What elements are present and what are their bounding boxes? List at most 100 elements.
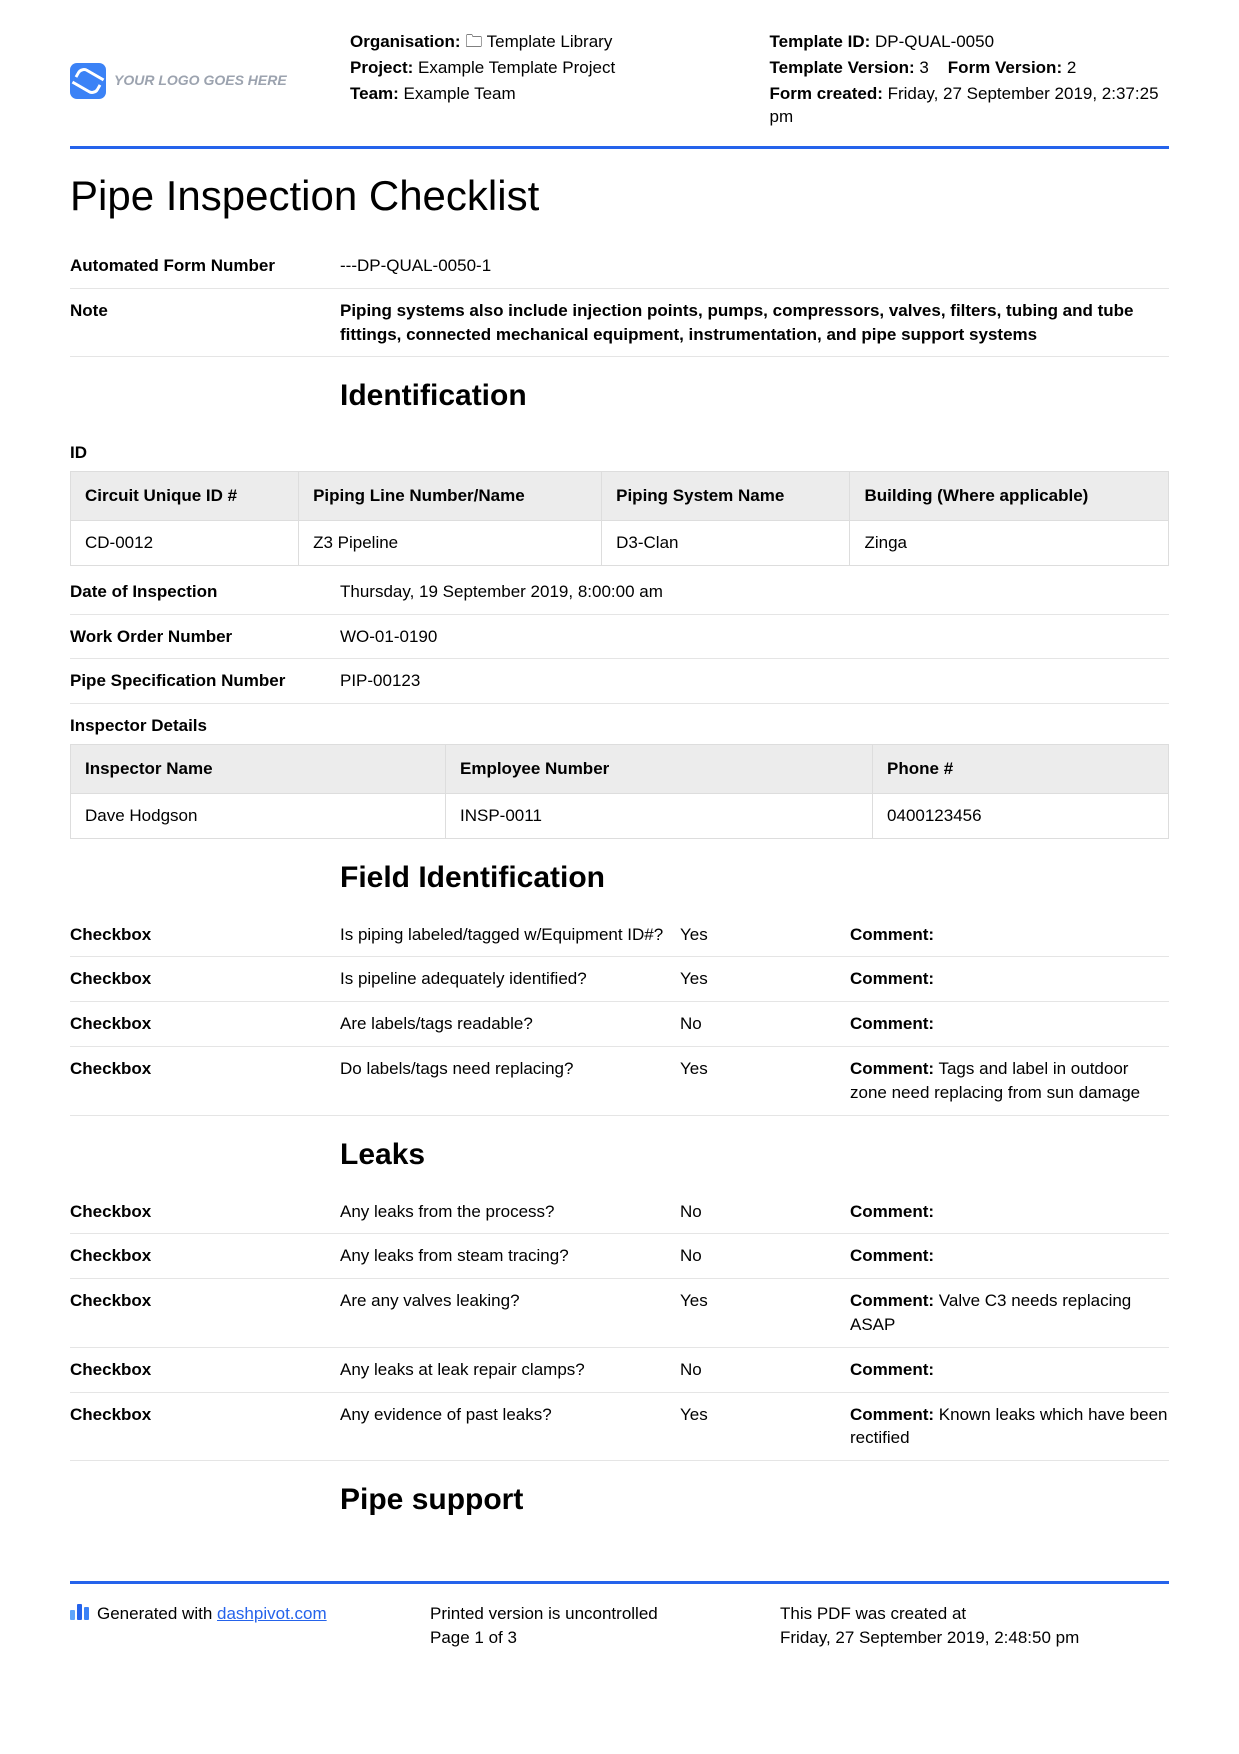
created-value: Friday, 27 September 2019, 2:48:50 pm [780, 1626, 1169, 1650]
checkbox-row: Checkbox Any leaks at leak repair clamps?… [70, 1348, 1169, 1393]
template-id-label: Template ID: [770, 32, 871, 51]
insp-col-0: Inspector Name [71, 744, 446, 793]
footer: Generated with dashpivot.com Printed ver… [70, 1581, 1169, 1650]
checkbox-question: Any leaks from the process? [340, 1200, 670, 1224]
logo-box: YOUR LOGO GOES HERE [70, 30, 330, 131]
dashpivot-icon [70, 1602, 89, 1620]
date-row: Date of Inspection Thursday, 19 Septembe… [70, 570, 1169, 615]
auto-form-number-value: ---DP-QUAL-0050-1 [340, 254, 1169, 278]
section-field-identification: Field Identification [70, 857, 1169, 899]
checkbox-comment: Comment: Valve C3 needs replacing ASAP [850, 1289, 1169, 1337]
header-col-right: Template ID: DP-QUAL-0050 Template Versi… [770, 30, 1170, 131]
id-sublabel: ID [70, 431, 1169, 471]
insp-col-1: Employee Number [446, 744, 873, 793]
page-text: Page 1 of 3 [430, 1626, 750, 1650]
template-id-value: DP-QUAL-0050 [875, 32, 994, 51]
table-row: Dave Hodgson INSP-0011 0400123456 [71, 793, 1169, 838]
checkbox-row: Checkbox Is piping labeled/tagged w/Equip… [70, 913, 1169, 958]
checkbox-comment: Comment: Known leaks which have been rec… [850, 1403, 1169, 1451]
insp-cell-1: INSP-0011 [446, 793, 873, 838]
logo-placeholder-text: YOUR LOGO GOES HERE [114, 71, 287, 91]
section-pipe-support: Pipe support [70, 1479, 1169, 1521]
dashpivot-link[interactable]: dashpivot.com [217, 1604, 327, 1623]
logo-icon [70, 63, 106, 99]
checkbox-question: Any evidence of past leaks? [340, 1403, 670, 1451]
id-col-3: Building (Where applicable) [850, 472, 1169, 521]
header-col-left: Organisation: 🗀 Template Library Project… [350, 30, 750, 131]
checkbox-question: Are labels/tags readable? [340, 1012, 670, 1036]
checkbox-answer: Yes [680, 923, 840, 947]
id-col-1: Piping Line Number/Name [299, 472, 602, 521]
checkbox-question: Are any valves leaking? [340, 1289, 670, 1337]
wo-row: Work Order Number WO-01-0190 [70, 615, 1169, 660]
checkbox-question: Is pipeline adequately identified? [340, 967, 670, 991]
checkbox-label: Checkbox [70, 923, 330, 947]
checkbox-comment: Comment: [850, 1244, 1169, 1268]
date-value: Thursday, 19 September 2019, 8:00:00 am [340, 580, 1169, 604]
template-version-value: 3 [919, 58, 928, 77]
insp-cell-0: Dave Hodgson [71, 793, 446, 838]
checkbox-label: Checkbox [70, 1289, 330, 1337]
checkbox-question: Any leaks from steam tracing? [340, 1244, 670, 1268]
project-value: Example Template Project [418, 58, 615, 77]
checkbox-answer: Yes [680, 1289, 840, 1337]
id-cell-1: Z3 Pipeline [299, 520, 602, 565]
checkbox-label: Checkbox [70, 1403, 330, 1451]
checkbox-comment: Comment: [850, 1358, 1169, 1382]
team-value: Example Team [404, 84, 516, 103]
team-label: Team: [350, 84, 399, 103]
id-cell-2: D3-Clan [602, 520, 850, 565]
footer-generated: Generated with dashpivot.com [70, 1602, 400, 1650]
insp-cell-2: 0400123456 [873, 793, 1169, 838]
checkbox-answer: Yes [680, 1057, 840, 1105]
checkbox-label: Checkbox [70, 1012, 330, 1036]
org-label: Organisation: [350, 32, 461, 51]
checkbox-answer: No [680, 1200, 840, 1224]
id-cell-3: Zinga [850, 520, 1169, 565]
checkbox-answer: Yes [680, 1403, 840, 1451]
section-leaks: Leaks [70, 1134, 1169, 1176]
project-label: Project: [350, 58, 413, 77]
inspector-table: Inspector Name Employee Number Phone # D… [70, 744, 1169, 839]
form-version-label: Form Version: [948, 58, 1062, 77]
checkbox-label: Checkbox [70, 1057, 330, 1105]
id-cell-0: CD-0012 [71, 520, 299, 565]
checkbox-question: Is piping labeled/tagged w/Equipment ID#… [340, 923, 670, 947]
generated-text: Generated with [97, 1604, 217, 1623]
checkbox-label: Checkbox [70, 1358, 330, 1382]
checkbox-answer: No [680, 1244, 840, 1268]
form-version-value: 2 [1067, 58, 1076, 77]
checkbox-comment: Comment: [850, 967, 1169, 991]
header: YOUR LOGO GOES HERE Organisation: 🗀 Temp… [70, 30, 1169, 131]
form-created-label: Form created: [770, 84, 883, 103]
checkbox-row: CheckboxAre any valves leaking?YesCommen… [70, 1279, 1169, 1348]
footer-printed: Printed version is uncontrolled Page 1 o… [430, 1602, 750, 1650]
checkbox-comment: Comment: Tags and label in outdoor zone … [850, 1057, 1169, 1105]
checkbox-row: CheckboxAre labels/tags readable?NoComme… [70, 1002, 1169, 1047]
checkbox-answer: Yes [680, 967, 840, 991]
checkbox-question: Any leaks at leak repair clamps? [340, 1358, 670, 1382]
date-label: Date of Inspection [70, 580, 340, 604]
table-row: CD-0012 Z3 Pipeline D3-Clan Zinga [71, 520, 1169, 565]
note-value: Piping systems also include injection po… [340, 299, 1169, 347]
checkbox-comment: Comment: [850, 1012, 1169, 1036]
wo-value: WO-01-0190 [340, 625, 1169, 649]
checkbox-question: Do labels/tags need replacing? [340, 1057, 670, 1105]
template-version-label: Template Version: [770, 58, 915, 77]
checkbox-comment: Comment: [850, 923, 1169, 947]
folder-icon: 🗀 [465, 32, 482, 51]
note-row: Note Piping systems also include injecti… [70, 289, 1169, 358]
page-title: Pipe Inspection Checklist [70, 167, 1169, 226]
footer-created: This PDF was created at Friday, 27 Septe… [780, 1602, 1169, 1650]
spec-row: Pipe Specification Number PIP-00123 [70, 659, 1169, 704]
checkbox-label: Checkbox [70, 967, 330, 991]
note-label: Note [70, 299, 340, 347]
id-table: Circuit Unique ID # Piping Line Number/N… [70, 471, 1169, 566]
checkbox-row: CheckboxDo labels/tags need replacing?Ye… [70, 1047, 1169, 1116]
checkbox-label: Checkbox [70, 1200, 330, 1224]
spec-label: Pipe Specification Number [70, 669, 340, 693]
id-col-0: Circuit Unique ID # [71, 472, 299, 521]
header-divider [70, 146, 1169, 149]
org-value: Template Library [487, 32, 613, 51]
auto-form-number-row: Automated Form Number ---DP-QUAL-0050-1 [70, 244, 1169, 289]
